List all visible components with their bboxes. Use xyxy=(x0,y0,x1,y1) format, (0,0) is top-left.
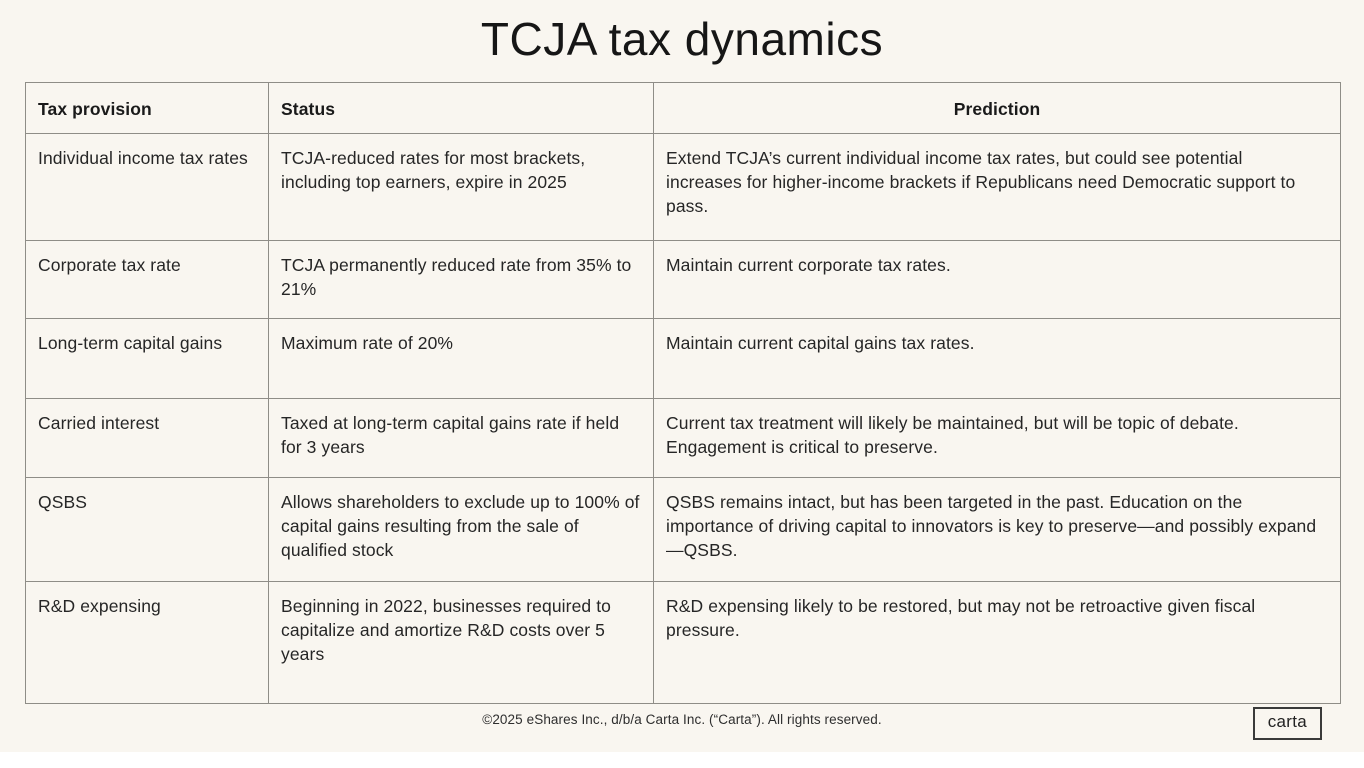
provision-cell: Carried interest xyxy=(25,398,269,478)
provision-cell: QSBS xyxy=(25,477,269,582)
status-cell: TCJA permanently reduced rate from 35% t… xyxy=(268,240,654,319)
prediction-cell: R&D expensing likely to be restored, but… xyxy=(653,581,1341,704)
table-row: QSBS Allows shareholders to exclude up t… xyxy=(25,477,1341,582)
status-cell: TCJA-reduced rates for most brackets, in… xyxy=(268,133,654,241)
provision-cell: Long-term capital gains xyxy=(25,318,269,399)
table-row: Carried interest Taxed at long-term capi… xyxy=(25,398,1341,478)
status-cell: Beginning in 2022, businesses required t… xyxy=(268,581,654,704)
page-title: TCJA tax dynamics xyxy=(480,13,884,65)
provision-cell: Corporate tax rate xyxy=(25,240,269,319)
carta-logo: carta xyxy=(1252,707,1322,740)
prediction-cell: Extend TCJA’s current individual income … xyxy=(653,133,1341,241)
table-row: Corporate tax rate TCJA permanently redu… xyxy=(25,240,1341,319)
prediction-cell: Maintain current corporate tax rates. xyxy=(653,240,1341,319)
table-row: Long-term capital gains Maximum rate of … xyxy=(25,318,1341,399)
provision-cell: R&D expensing xyxy=(25,581,269,704)
footer-copyright: ©2025 eShares Inc., d/b/a Carta Inc. (“C… xyxy=(482,712,882,727)
prediction-cell: Maintain current capital gains tax rates… xyxy=(653,318,1341,399)
column-header-status: Status xyxy=(268,82,654,134)
table-header-row: Tax provision Status Prediction xyxy=(25,82,1341,134)
table-row: R&D expensing Beginning in 2022, busines… xyxy=(25,581,1341,704)
table-row: Individual income tax rates TCJA-reduced… xyxy=(25,133,1341,241)
prediction-cell: Current tax treatment will likely be mai… xyxy=(653,398,1341,478)
status-cell: Allows shareholders to exclude up to 100… xyxy=(268,477,654,582)
column-header-tax-provision: Tax provision xyxy=(25,82,269,134)
column-header-prediction: Prediction xyxy=(653,82,1341,134)
provision-cell: Individual income tax rates xyxy=(25,133,269,241)
prediction-cell: QSBS remains intact, but has been target… xyxy=(653,477,1341,582)
status-cell: Taxed at long-term capital gains rate if… xyxy=(268,398,654,478)
tcja-table: Tax provision Status Prediction Individu… xyxy=(25,82,1341,704)
status-cell: Maximum rate of 20% xyxy=(268,318,654,399)
